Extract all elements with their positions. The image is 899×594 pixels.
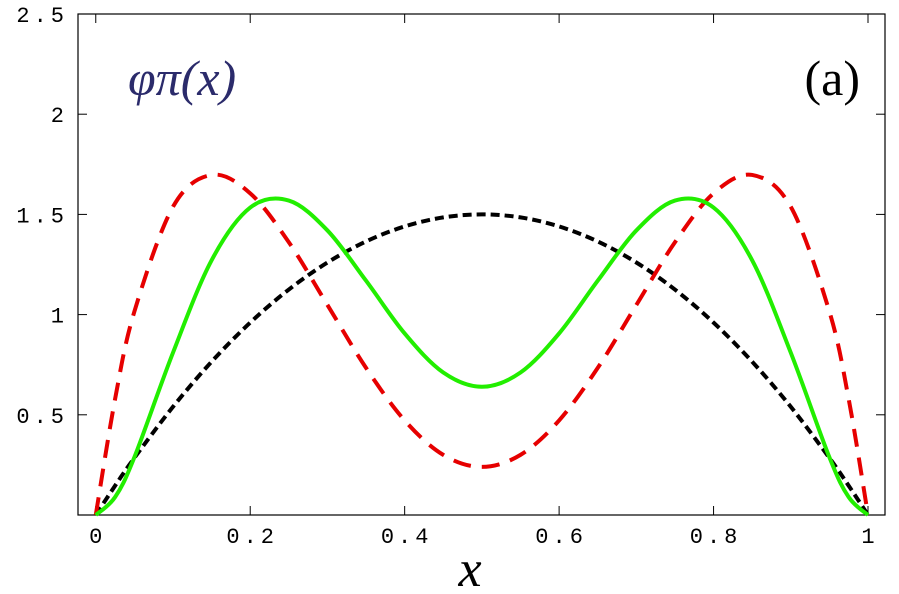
- x-tick-label: 0.4: [381, 525, 433, 550]
- x-tick-label: 0.6: [535, 525, 587, 550]
- x-axis-label: x: [457, 541, 481, 594]
- y-tick-label: 0.5: [16, 405, 68, 430]
- x-tick-label: 0.2: [226, 525, 278, 550]
- series-line: [93, 172, 870, 516]
- y-tick-label: 2: [51, 104, 68, 129]
- x-tick-label: 0: [89, 525, 106, 550]
- annotation: (a): [805, 50, 861, 106]
- plot-frame: [77, 13, 886, 516]
- series-line: [94, 212, 870, 517]
- series-line: [94, 196, 870, 517]
- x-tick-label: 1: [861, 525, 878, 550]
- annotation: φπ(x): [128, 50, 236, 106]
- y-tick-label: 1.5: [16, 204, 68, 229]
- x-tick-label: 0.8: [690, 525, 742, 550]
- y-tick-label: 2.5: [16, 4, 68, 29]
- y-tick-label: 1: [51, 305, 68, 330]
